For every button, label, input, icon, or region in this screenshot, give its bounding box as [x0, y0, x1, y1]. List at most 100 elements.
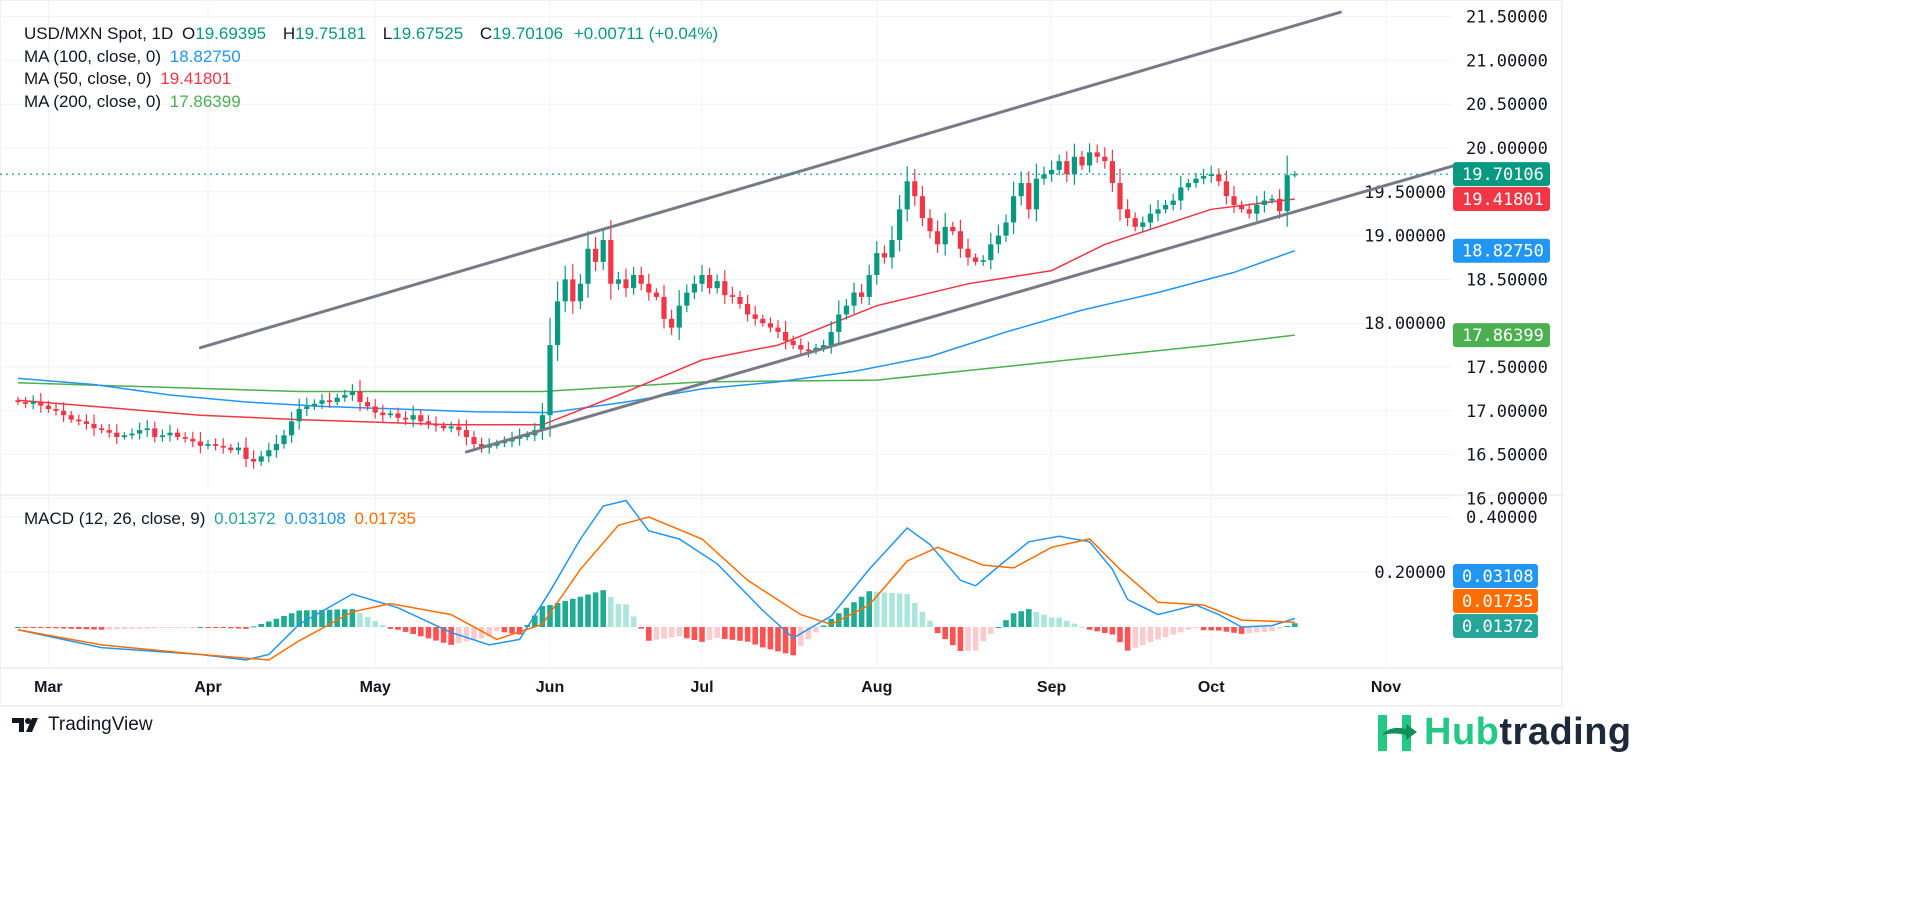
- candle: [296, 398, 302, 430]
- candle: [1140, 216, 1146, 232]
- tradingview-logo[interactable]: TradingView: [12, 714, 153, 736]
- macd-histogram-bar: [1124, 627, 1131, 651]
- macd-histogram-bar: [258, 623, 264, 627]
- macd-histogram-bar: [197, 627, 204, 628]
- macd-histogram-bar: [676, 627, 682, 637]
- macd-histogram-bar: [585, 594, 591, 627]
- macd-histogram-bar: [76, 627, 82, 629]
- candle-body: [296, 409, 302, 422]
- candle-body: [798, 345, 804, 350]
- macd-histogram-bar: [661, 627, 667, 639]
- macd-histogram-bar: [752, 627, 758, 645]
- macd-histogram-bar: [950, 627, 956, 646]
- candle: [1155, 199, 1161, 222]
- candle: [266, 442, 272, 463]
- macd-badge-text: 0.01735: [1462, 592, 1534, 612]
- macd-histogram-bar: [380, 624, 386, 627]
- macd-histogram-bar: [22, 627, 29, 628]
- candle: [874, 241, 880, 285]
- candle: [144, 419, 150, 437]
- ma100-legend[interactable]: MA (100, close, 0) 18.82750: [24, 47, 245, 67]
- candle-body: [334, 397, 340, 403]
- candle: [319, 393, 325, 409]
- ma200-legend[interactable]: MA (200, close, 0) 17.86399: [24, 92, 245, 112]
- candle-body: [539, 415, 545, 431]
- macd-histogram-bar: [1193, 627, 1199, 628]
- candle: [289, 412, 295, 443]
- candle: [327, 392, 333, 409]
- macd-histogram-bar: [471, 627, 477, 640]
- candle: [615, 271, 621, 290]
- macd-histogram-bar: [934, 627, 941, 634]
- candle-body: [570, 279, 576, 302]
- candle-body: [980, 260, 986, 262]
- candle: [395, 407, 401, 423]
- macd-histogram-bar: [478, 627, 485, 639]
- candle: [91, 414, 97, 436]
- macd-histogram-bar: [942, 627, 948, 640]
- candle: [897, 195, 903, 252]
- candle: [167, 424, 173, 442]
- candle-body: [1102, 156, 1108, 162]
- macd-histogram-bar: [714, 627, 720, 638]
- candle-body: [676, 305, 682, 328]
- macd-histogram-bar: [448, 627, 454, 645]
- tradingview-icon: [12, 718, 38, 732]
- macd-histogram-bar: [326, 609, 333, 627]
- macd-histogram-bar: [1269, 627, 1275, 632]
- candle-body: [729, 295, 735, 297]
- macd-histogram-bar: [440, 627, 447, 643]
- candle: [258, 451, 264, 466]
- candle-body: [1109, 161, 1115, 184]
- candle-body: [965, 248, 971, 258]
- macd-histogram-bar: [668, 627, 675, 638]
- macd-histogram-bar: [1208, 627, 1214, 631]
- candle: [1254, 195, 1260, 222]
- macd-histogram-bar: [288, 613, 295, 627]
- open-value: 19.69395: [195, 24, 267, 43]
- macd-histogram-bar: [957, 627, 964, 652]
- candle: [471, 431, 477, 449]
- macd-histogram-bar: [896, 593, 903, 627]
- candle-body: [638, 275, 644, 284]
- macd-histogram-bar: [858, 596, 865, 627]
- candle: [767, 317, 773, 333]
- candle: [752, 305, 758, 326]
- candle: [593, 237, 599, 272]
- macd-histogram-bar: [387, 627, 394, 629]
- candle-body: [942, 226, 948, 245]
- candle-body: [1231, 196, 1237, 205]
- macd-legend[interactable]: MACD (12, 26, close, 9) 0.01372 0.03108 …: [24, 509, 420, 529]
- price-badge-bg: [1453, 162, 1550, 187]
- time-tick-label: Jul: [690, 679, 713, 696]
- time-tick-label: Nov: [1371, 679, 1401, 696]
- candle-body: [228, 447, 234, 451]
- ma50-legend[interactable]: MA (50, close, 0) 19.41801: [24, 69, 235, 89]
- candle-body: [1261, 200, 1267, 205]
- candle-body: [342, 395, 348, 398]
- macd-histogram-bar: [775, 627, 781, 652]
- candle: [973, 253, 979, 266]
- candle: [152, 421, 158, 443]
- candle: [1223, 170, 1229, 205]
- candle: [190, 431, 196, 448]
- candle-body: [190, 438, 196, 442]
- macd-histogram-bar: [790, 627, 796, 656]
- candle-body: [1041, 174, 1047, 179]
- candle: [1178, 175, 1184, 210]
- price-badge-text: 17.86399: [1462, 326, 1544, 346]
- macd-histogram-bar: [190, 627, 196, 628]
- macd-histogram-bar: [912, 602, 918, 627]
- macd-histogram-bar: [737, 627, 743, 641]
- macd-histogram-bar: [516, 627, 523, 635]
- candle-body: [1208, 174, 1214, 177]
- candle-body: [1193, 178, 1199, 184]
- macd-histogram-bar: [433, 627, 439, 641]
- macd-histogram-bar: [577, 596, 584, 627]
- candle: [479, 437, 485, 453]
- candle: [980, 255, 986, 266]
- hubtrading-icon: [1378, 714, 1417, 751]
- candle: [349, 384, 355, 401]
- price-tick-label: 21.00000: [1466, 51, 1548, 71]
